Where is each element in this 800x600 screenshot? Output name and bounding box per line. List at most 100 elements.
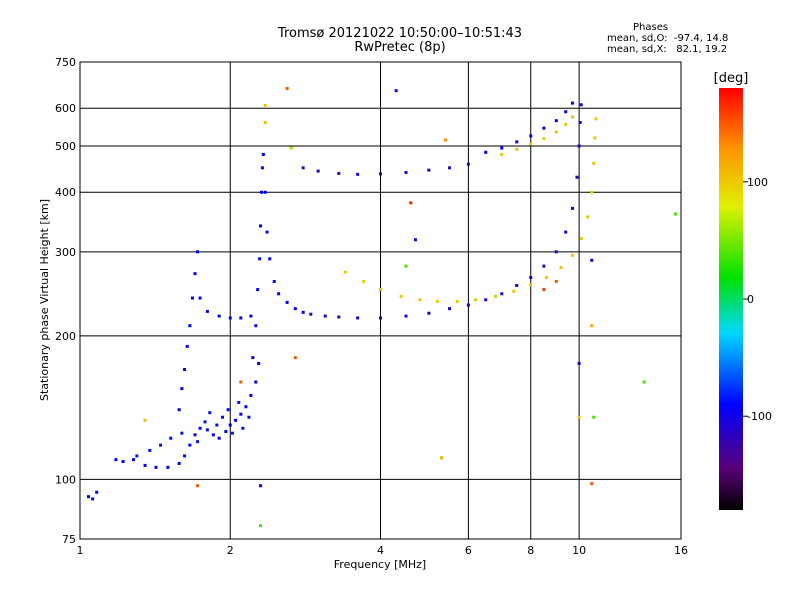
x-axis-label: Frequency [MHz]: [334, 558, 426, 571]
isolated-point: [263, 103, 267, 107]
data-point: [261, 152, 265, 156]
isolated-point: [642, 380, 646, 384]
data-point: [427, 168, 431, 172]
isolated-point: [259, 524, 263, 528]
data-point: [379, 316, 382, 320]
isolated-point: [577, 415, 581, 419]
data-point: [448, 166, 452, 170]
data-point: [484, 298, 488, 302]
data-point: [217, 436, 221, 440]
data-point: [249, 314, 253, 318]
data-point: [592, 161, 596, 165]
grid-lines: [80, 62, 681, 539]
data-point: [575, 175, 579, 179]
isolated-point: [263, 121, 267, 125]
data-point: [215, 423, 219, 427]
data-point: [183, 367, 187, 371]
isolated-point: [285, 86, 289, 90]
data-point: [203, 420, 207, 424]
data-point: [180, 431, 184, 435]
data-point: [260, 166, 264, 170]
data-point: [239, 316, 243, 320]
data-point: [466, 303, 470, 307]
data-point: [512, 289, 516, 293]
y-tick-label: 500: [55, 140, 76, 153]
y-tick-label: 400: [55, 186, 76, 199]
data-point: [554, 130, 558, 134]
isolated-point: [590, 258, 594, 262]
data-point: [418, 298, 422, 302]
data-point: [285, 300, 289, 304]
y-tick-label: 75: [62, 533, 76, 546]
data-point: [114, 458, 118, 462]
data-point: [500, 146, 504, 150]
data-point: [272, 279, 276, 283]
data-point: [221, 415, 225, 419]
data-point: [500, 292, 504, 296]
data-point: [183, 454, 187, 458]
data-point: [404, 170, 408, 174]
data-point: [121, 460, 125, 464]
data-point: [577, 144, 581, 148]
data-point: [249, 393, 253, 397]
colorbar-tick-label: -100: [747, 410, 772, 423]
data-point: [529, 276, 533, 280]
data-point: [193, 272, 197, 276]
data-point: [259, 190, 263, 194]
data-point: [356, 316, 360, 320]
y-tick-label: 200: [55, 330, 76, 343]
isolated-point: [143, 418, 147, 422]
phases-o-line: mean, sd,O: -97.4, 14.8: [607, 33, 729, 44]
data-point: [529, 134, 533, 138]
data-point: [265, 230, 269, 234]
data-point: [205, 309, 209, 313]
data-point: [91, 497, 95, 501]
chart-title: Tromsø 20121022 10:50:00–10:51:43: [277, 26, 523, 41]
data-point: [228, 423, 232, 427]
isolated-point: [404, 264, 408, 268]
data-point: [251, 356, 255, 360]
isolated-point: [239, 380, 243, 384]
isolated-point: [592, 415, 596, 419]
data-point: [316, 169, 320, 173]
isolated-point: [590, 324, 594, 328]
data-point: [515, 147, 519, 151]
data-point: [87, 495, 91, 499]
data-point: [193, 433, 197, 437]
data-point: [237, 400, 241, 404]
data-point: [564, 122, 568, 126]
data-point: [542, 126, 546, 130]
data-point: [188, 324, 192, 328]
data-point: [226, 408, 230, 412]
isolated-point: [674, 212, 678, 216]
data-point: [234, 418, 238, 422]
data-point: [95, 490, 99, 494]
y-tick-label: 750: [55, 56, 76, 69]
data-point: [515, 140, 519, 144]
data-point: [559, 266, 563, 270]
x-tick-label: 1: [77, 544, 84, 557]
data-point: [196, 440, 200, 444]
data-point: [571, 206, 575, 210]
data-point: [529, 142, 533, 146]
data-point: [293, 307, 297, 311]
data-point: [247, 415, 251, 419]
data-point: [301, 166, 305, 170]
colorbar-tick-label: 0: [747, 293, 754, 306]
data-point: [343, 270, 347, 274]
x-tick-label: 6: [465, 544, 472, 557]
colorbar-ticks: 100 0 -100: [743, 176, 772, 423]
data-point: [529, 283, 533, 287]
data-point: [337, 171, 341, 175]
data-point: [362, 279, 366, 283]
data-point: [542, 264, 546, 268]
data-point: [427, 311, 431, 315]
data-point: [239, 412, 243, 416]
plot-frame: [79, 61, 682, 540]
isolated-point: [259, 484, 263, 488]
data-point: [399, 294, 403, 298]
data-point: [515, 283, 519, 287]
data-point: [148, 448, 152, 452]
data-point: [579, 103, 583, 107]
